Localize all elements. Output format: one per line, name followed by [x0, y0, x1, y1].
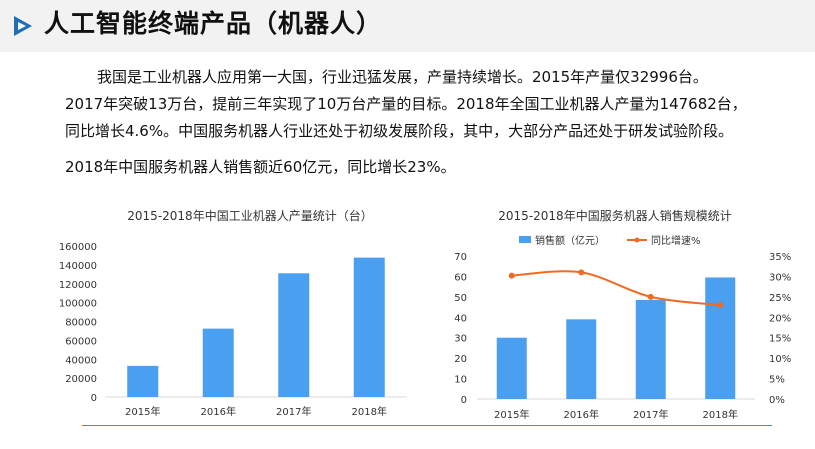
- production-bar: [202, 328, 234, 397]
- y2-tick-label: 0%: [769, 395, 785, 406]
- y-tick-label: 120000: [59, 280, 97, 291]
- y-tick-label: 0: [461, 395, 467, 406]
- legend-growth-label: 同比增速%: [651, 234, 701, 247]
- industrial-robot-chart: 2015-2018年中国工业机器人产量统计（台） 0 20000 40000 60000…: [50, 200, 430, 425]
- y2-tick-label: 15%: [769, 334, 791, 345]
- growth-rate-point: [647, 293, 654, 300]
- growth-rate-line: [511, 270, 721, 307]
- production-bar: [353, 257, 385, 397]
- bottom-divider: [82, 425, 772, 426]
- y-tick-label: 160000: [59, 242, 97, 253]
- y-tick-label: 0: [91, 393, 97, 404]
- chart-title: 2015-2018年中国工业机器人产量统计（台）: [127, 208, 372, 223]
- y-tick-label: 60000: [65, 336, 97, 347]
- x-tick-label: 2018年: [352, 405, 387, 418]
- intro-paragraph-line-2: 2017年突破13万台，提前三年实现了10万台产量的目标。2018年全国工业机器…: [65, 95, 747, 113]
- x-tick-label: 2015年: [494, 408, 529, 421]
- y-tick-label: 10: [454, 375, 467, 386]
- page-title: 人工智能终端产品（机器人）: [44, 9, 383, 38]
- y2-tick-label: 35%: [769, 252, 791, 263]
- x-tick-label: 2017年: [276, 405, 311, 418]
- y-tick-label: 40000: [65, 355, 97, 366]
- y-tick-label: 60: [454, 272, 467, 283]
- y-tick-label: 80000: [65, 318, 97, 329]
- x-tick-label: 2017年: [633, 408, 668, 421]
- y-tick-label: 70: [454, 252, 467, 263]
- sales-bar: [496, 337, 527, 399]
- y2-tick-label: 5%: [769, 375, 785, 386]
- header-bar: 人工智能终端产品（机器人）: [0, 0, 815, 52]
- y-tick-label: 30: [454, 334, 467, 345]
- production-bar: [278, 273, 310, 397]
- intro-paragraph-line-1: 我国是工业机器人应用第一大国，行业迅猛发展，产量持续增长。2015年产量仅329…: [97, 68, 708, 86]
- growth-rate-point: [508, 272, 515, 279]
- y2-tick-label: 10%: [769, 354, 791, 365]
- y-tick-label: 100000: [59, 299, 97, 310]
- y-tick-label: 140000: [59, 261, 97, 272]
- growth-rate-point: [578, 269, 585, 276]
- sales-bar: [566, 319, 597, 399]
- legend-growth-marker: [634, 237, 640, 243]
- chart-title: 2015-2018年中国服务机器人销售规模统计: [498, 208, 731, 223]
- intro-paragraph-line-3: 同比增长4.6%。中国服务机器人行业还处于初级发展阶段，其中，大部分产品还处于研…: [65, 122, 734, 140]
- y-tick-label: 40: [454, 313, 467, 324]
- growth-rate-point: [717, 302, 724, 309]
- industrial-robot-chart-svg: 2015-2018年中国工业机器人产量统计（台） 0 20000 40000 60000…: [59, 208, 407, 418]
- x-tick-label: 2018年: [703, 408, 738, 421]
- y-tick-label: 50: [454, 293, 467, 304]
- intro-paragraph-line-4: 2018年中国服务机器人销售额近60亿元，同比增长23%。: [65, 158, 456, 176]
- x-tick-label: 2015年: [125, 405, 160, 418]
- legend-sales-swatch: [519, 236, 531, 243]
- x-tick-label: 2016年: [564, 408, 599, 421]
- y2-tick-label: 25%: [769, 293, 791, 304]
- y2-tick-label: 20%: [769, 313, 791, 324]
- sales-bar: [705, 277, 736, 399]
- play-arrow-icon: [14, 16, 32, 36]
- y2-tick-label: 30%: [769, 272, 791, 283]
- legend-sales-label: 销售额（亿元）: [535, 234, 605, 247]
- production-bar: [127, 365, 159, 397]
- y-tick-label: 20000: [65, 374, 97, 385]
- service-robot-chart: 2015-2018年中国服务机器人销售规模统计销售额（亿元） 同比增速% 0 10 20…: [435, 200, 815, 425]
- y-tick-label: 20: [454, 354, 467, 365]
- x-tick-label: 2016年: [201, 405, 236, 418]
- sales-bar: [635, 299, 666, 399]
